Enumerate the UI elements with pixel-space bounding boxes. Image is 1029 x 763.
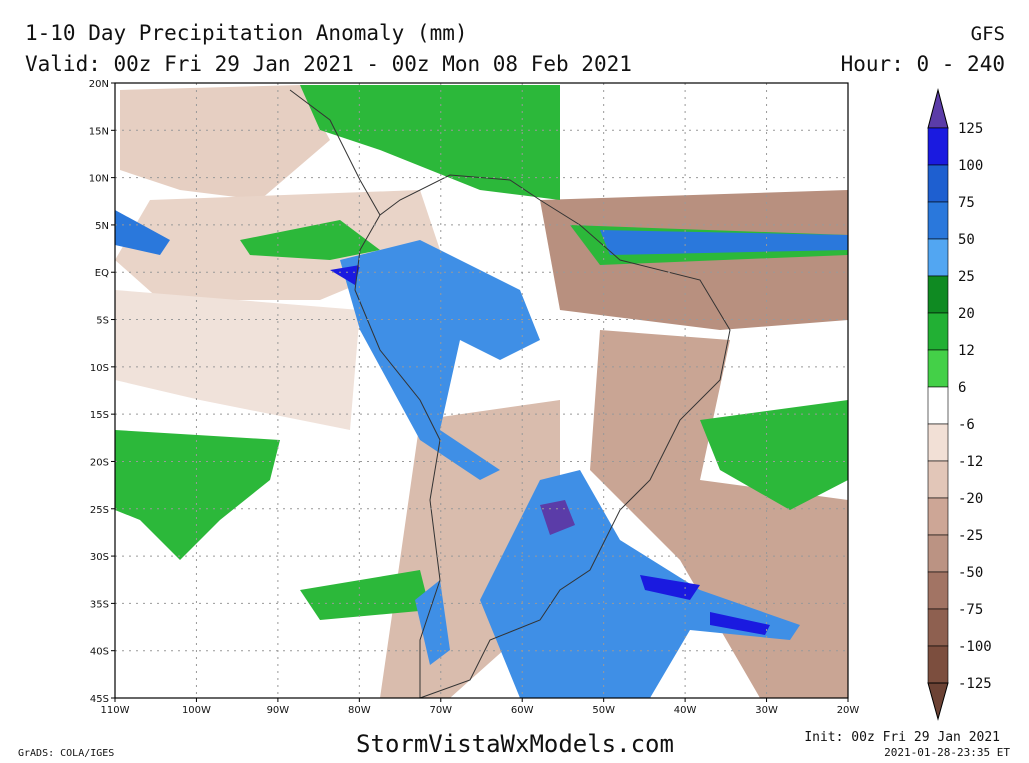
colorbar-label: -25: [958, 528, 983, 544]
colorbar-label: 20: [958, 306, 975, 322]
wet-area: [300, 85, 560, 200]
heavy-area: [640, 575, 770, 635]
colorbar-label: 6: [958, 380, 966, 396]
map: 20N15N10N5NEQ5S10S15S20S25S30S35S40S45S1…: [89, 79, 860, 716]
lat-label: 30S: [90, 552, 109, 563]
lon-label: 30W: [755, 705, 778, 716]
colorbar-label: 50: [958, 232, 975, 248]
lat-label: 35S: [90, 599, 109, 610]
lon-label: 100W: [182, 705, 211, 716]
hours: Hour: 0 - 240: [841, 52, 1005, 76]
coastline: [289, 89, 731, 699]
colorbar-box: [927, 645, 949, 684]
model: GFS: [971, 23, 1005, 45]
wet-area: [115, 430, 280, 560]
dry-area: [115, 290, 360, 430]
colorbar: 125 100 75 50 25 20 12 6 -6 -12 -20 -25 -50 -75 -100 -1…: [927, 88, 992, 721]
title: 1-10 Day Precipitation Anomaly (mm): [25, 21, 468, 45]
lon-label: 40W: [674, 705, 697, 716]
colorbar-label: -50: [958, 565, 983, 581]
lon-label: 50W: [592, 705, 615, 716]
colorbar-cap: [927, 682, 949, 721]
colorbar-box: [927, 127, 949, 166]
colorbar-box: [927, 275, 949, 314]
lat-label: 10S: [90, 363, 109, 374]
subtitle: Valid: 00z Fri 29 Jan 2021 - 00z Mon 08 …: [25, 52, 632, 76]
colorbar-box: [927, 312, 949, 351]
colorbar-label: -6: [958, 417, 975, 433]
lat-label: 40S: [90, 647, 109, 658]
timestamp: 2021-01-28-23:35 ET: [884, 746, 1010, 759]
wet-area: [240, 220, 380, 260]
colorbar-label: -12: [958, 454, 983, 470]
colorbar-box: [927, 497, 949, 536]
lon-label: 80W: [348, 705, 371, 716]
colorbar-box: [927, 423, 949, 462]
dry-area: [590, 330, 848, 698]
colorbar-label: 12: [958, 343, 975, 359]
init-time: Init: 00z Fri 29 Jan 2021: [804, 730, 1000, 745]
map-frame: [114, 82, 849, 699]
colorbar-box: [927, 201, 949, 240]
lat-label: 5S: [96, 316, 109, 327]
lat-label: 20S: [90, 457, 109, 468]
lat-label: 10N: [89, 174, 109, 185]
dry-area: [120, 85, 330, 200]
colorbar-box: [927, 571, 949, 610]
wet-area: [600, 230, 848, 255]
lat-label: 20N: [89, 79, 109, 90]
wet-area: [340, 240, 540, 480]
colorbar-label: 75: [958, 195, 975, 211]
colorbar-label: 100: [958, 158, 983, 174]
lat-label: 5N: [95, 221, 109, 232]
colorbar-label: -75: [958, 602, 983, 618]
colorbar-box: [927, 534, 949, 573]
site-name: StormVistaWxModels.com: [356, 730, 674, 758]
lat-label: 25S: [90, 505, 109, 516]
colorbar-label: 25: [958, 269, 975, 285]
lon-label: 70W: [429, 705, 452, 716]
lat-label: 45S: [90, 694, 109, 705]
wet-area: [300, 570, 430, 620]
heavy-area: [540, 500, 575, 535]
wet-area: [700, 400, 848, 510]
colorbar-box: [927, 608, 949, 647]
lon-label: 90W: [267, 705, 290, 716]
lon-label: 60W: [511, 705, 534, 716]
colorbar-box: [927, 349, 949, 388]
wet-area: [115, 210, 170, 255]
lon-label: 110W: [101, 705, 130, 716]
lat-label: 15S: [90, 410, 109, 421]
colorbar-box: [927, 238, 949, 277]
colorbar-label: 125: [958, 121, 983, 137]
lon-label: 20W: [837, 705, 860, 716]
colorbar-label: -125: [958, 676, 992, 692]
colorbar-box: [927, 386, 949, 425]
colorbar-box: [927, 460, 949, 499]
lat-label: 15N: [89, 126, 109, 137]
colorbar-label: -20: [958, 491, 983, 507]
heavy-area: [330, 265, 360, 285]
grads-credit: GrADS: COLA/IGES: [18, 748, 114, 759]
lat-label: EQ: [95, 268, 109, 279]
colorbar-box: [927, 164, 949, 203]
colorbar-label: -100: [958, 639, 992, 655]
colorbar-cap: [927, 88, 949, 129]
